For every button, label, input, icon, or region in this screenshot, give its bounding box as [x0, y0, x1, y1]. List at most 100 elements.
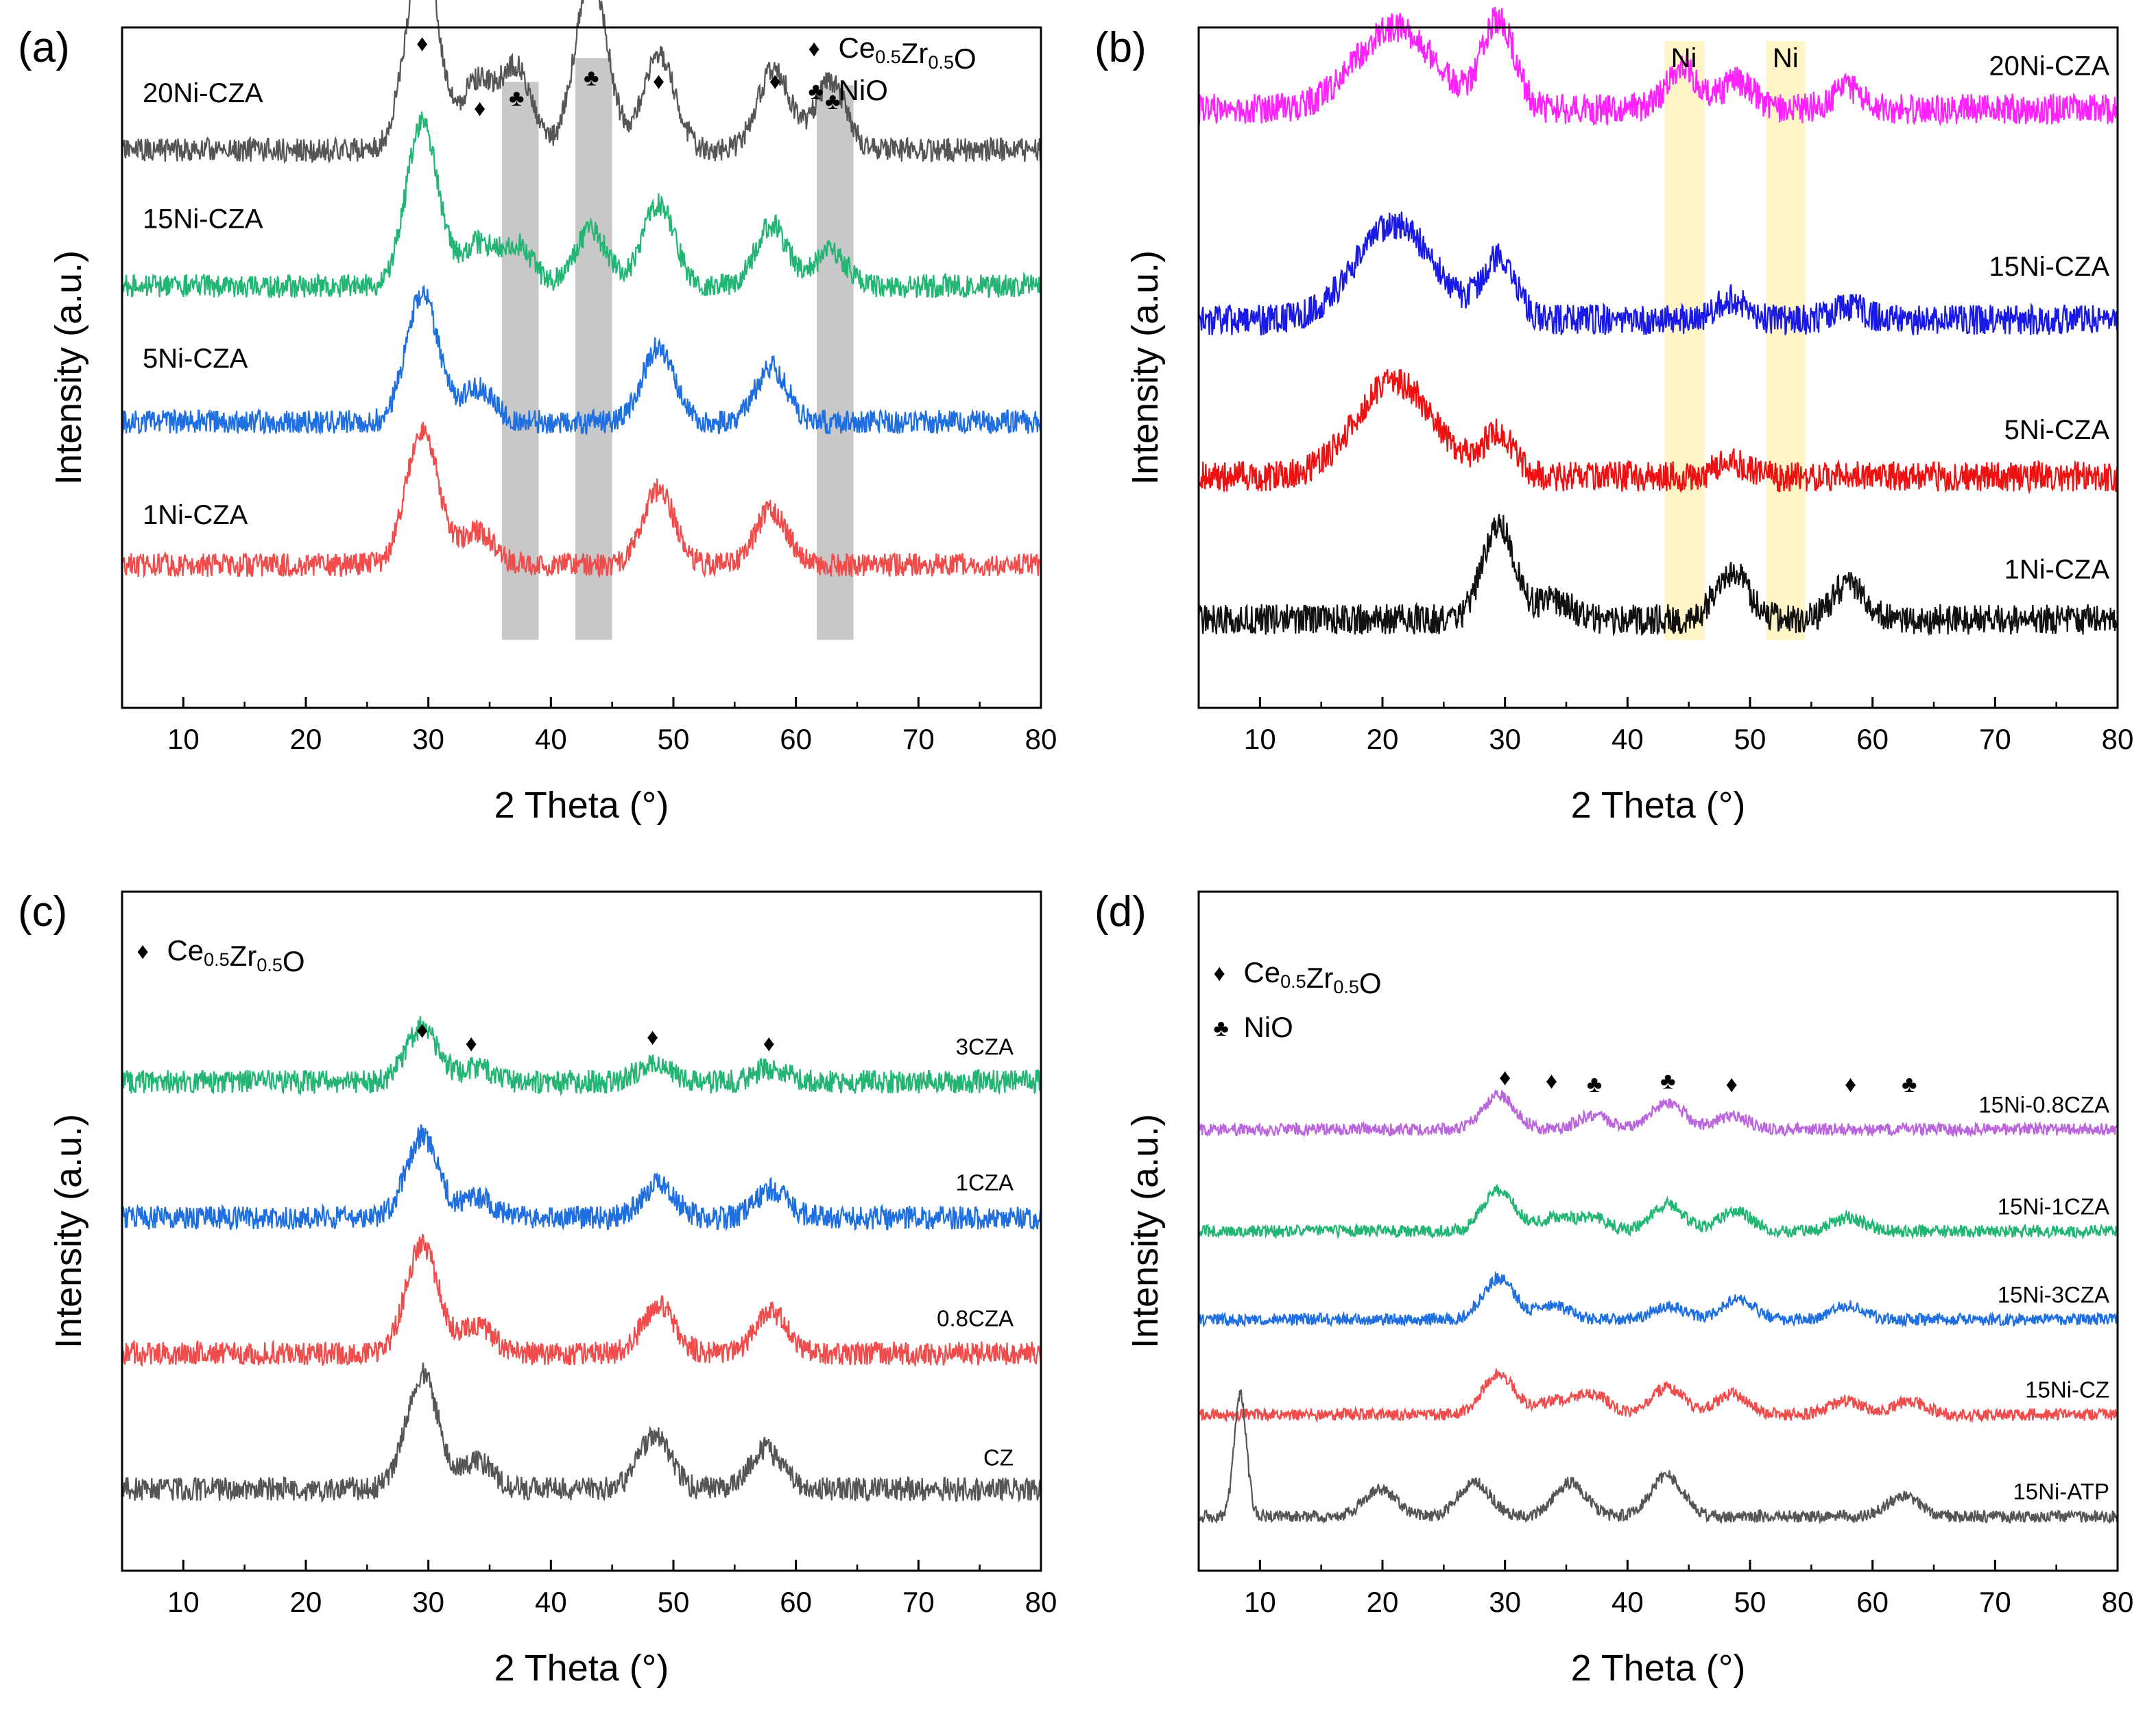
x-tick-label: 50 [1734, 1586, 1766, 1618]
diamond-marker: ♦ [416, 1017, 428, 1043]
x-tick-label: 20 [290, 1586, 322, 1618]
series-label: 15Ni-CZA [1989, 252, 2109, 282]
x-tick-label: 10 [1244, 1586, 1276, 1618]
x-tick-label: 60 [1856, 723, 1889, 755]
panel-b: 20Ni-CZA 15Ni-CZA 5Ni-CZA 1Ni-CZA Ni Ni 10 20 30… [1094, 7, 2133, 826]
series-line-cz [121, 1362, 1042, 1504]
club-marker: ♣ [509, 85, 524, 111]
plot-frame [1197, 26, 2119, 709]
series-label: 15Ni-CZA [143, 204, 263, 235]
legend-diamond-icon: ♦ [1213, 960, 1225, 986]
diamond-marker: ♦ [416, 31, 428, 57]
club-marker: ♣ [825, 88, 840, 115]
x-tick-label: 80 [1025, 1586, 1057, 1618]
series-label: 20Ni-CZA [1989, 51, 2109, 81]
legend-label: Ce0.5Zr0.5O [1243, 956, 1381, 999]
series-line-20ni-cza [121, 0, 1042, 165]
x-axis-label: 2 Theta (°) [1571, 785, 1746, 826]
x-tick-label: 30 [412, 1586, 444, 1618]
legend-club-icon: ♣ [1213, 1015, 1228, 1041]
panel-c: 3CZA 1CZA 0.8CZA CZ ♦ ♦ ♦ ♦ ♦ Ce0.5Zr0.5O 10 20 30 40… [18, 888, 1057, 1689]
series-line-1ni-cza [1197, 514, 2119, 637]
series-label: 3CZA [956, 1034, 1014, 1060]
region-label: Ni [1773, 43, 1799, 73]
series-line-5ni-cza [121, 284, 1042, 436]
diamond-marker: ♦ [769, 68, 781, 94]
legend-label: Ce0.5Zr0.5O [167, 934, 304, 977]
series-label: 1Ni-CZA [143, 500, 248, 530]
series-line-15ni-atp [1197, 1389, 2119, 1525]
plot-frame [121, 26, 1042, 709]
plot-frame [1197, 890, 2119, 1572]
club-marker: ♣ [1587, 1071, 1602, 1097]
x-tick-label: 30 [412, 723, 444, 755]
legend-label: NiO [839, 74, 888, 106]
region-label: Ni [1671, 43, 1697, 73]
legend-diamond-icon: ♦ [809, 36, 820, 62]
x-tick-label: 70 [902, 723, 935, 755]
club-marker: ♣ [584, 64, 599, 91]
shaded-region [501, 82, 539, 640]
series-label: 0.8CZA [937, 1306, 1014, 1331]
series-label: 15Ni-ATP [2013, 1479, 2109, 1504]
legend-label: Ce0.5Zr0.5O [839, 32, 977, 75]
x-tick-label: 60 [780, 1586, 812, 1618]
x-tick-label: 50 [658, 723, 690, 755]
x-tick-label: 40 [535, 1586, 567, 1618]
series-label: 15Ni-0.8CZA [1978, 1092, 2109, 1117]
x-axis-label: 2 Theta (°) [494, 785, 669, 826]
panel-label: (a) [18, 24, 70, 71]
series-line-20ni-cza [1197, 7, 2119, 127]
legend-club-icon: ♣ [809, 78, 824, 104]
x-tick-label: 40 [535, 723, 567, 755]
x-tick-label: 50 [658, 1586, 690, 1618]
series-line-5ni-cza [1198, 369, 2119, 495]
series-label: 1CZA [956, 1170, 1014, 1196]
series-line-15ni-0-8cza [1198, 1089, 2118, 1138]
series-line-15ni-cza [121, 111, 1042, 300]
series-label: 5Ni-CZA [2004, 415, 2110, 445]
x-tick-label: 10 [167, 723, 200, 755]
x-axis-label: 2 Theta (°) [1571, 1648, 1746, 1689]
x-tick-label: 20 [290, 723, 322, 755]
x-tick-label: 20 [1367, 1586, 1399, 1618]
x-tick-label: 40 [1612, 723, 1644, 755]
series-line-15ni-1cza [1197, 1184, 2119, 1240]
diamond-marker: ♦ [466, 1031, 477, 1057]
series-label: 15Ni-1CZA [1998, 1193, 2109, 1219]
series-label: 5Ni-CZA [143, 344, 248, 374]
series-line-15ni-cza [1197, 211, 2119, 336]
legend-label: NiO [1243, 1011, 1293, 1043]
series-line-0-8cza [121, 1233, 1042, 1368]
series-line-1cza [121, 1124, 1042, 1232]
shaded-region [817, 85, 854, 640]
panel-d: 15Ni-0.8CZA 15Ni-1CZA 15Ni-3CZA 15Ni-CZ 15Ni… [1094, 888, 2133, 1689]
x-tick-label: 10 [167, 1586, 200, 1618]
panel-label: (d) [1094, 888, 1147, 936]
shaded-region [1664, 40, 1705, 640]
x-tick-label: 30 [1489, 1586, 1521, 1618]
x-tick-label: 70 [902, 1586, 935, 1618]
diamond-marker: ♦ [1845, 1071, 1856, 1097]
x-axis-label: 2 Theta (°) [494, 1648, 669, 1689]
legend-diamond-icon: ♦ [136, 938, 148, 964]
x-tick-label: 70 [1979, 1586, 2011, 1618]
series-label: 20Ni-CZA [143, 78, 263, 108]
plot-frame [121, 890, 1042, 1572]
series-label: CZ [983, 1445, 1014, 1471]
y-axis-label: Intensity (a.u.) [1125, 1114, 1166, 1348]
panel-label: (c) [18, 888, 67, 936]
x-tick-label: 70 [1979, 723, 2011, 755]
panel-label: (b) [1094, 24, 1147, 71]
x-tick-label: 40 [1612, 1586, 1644, 1618]
x-tick-label: 80 [2102, 1586, 2134, 1618]
series-label: 15Ni-3CZA [1998, 1282, 2109, 1307]
series-line-1ni-cza [121, 421, 1042, 579]
x-tick-label: 10 [1244, 723, 1276, 755]
diamond-marker: ♦ [1546, 1068, 1557, 1094]
series-line-15ni-3cza [1197, 1270, 2119, 1328]
club-marker: ♣ [1902, 1071, 1917, 1097]
shaded-region [1766, 40, 1806, 640]
